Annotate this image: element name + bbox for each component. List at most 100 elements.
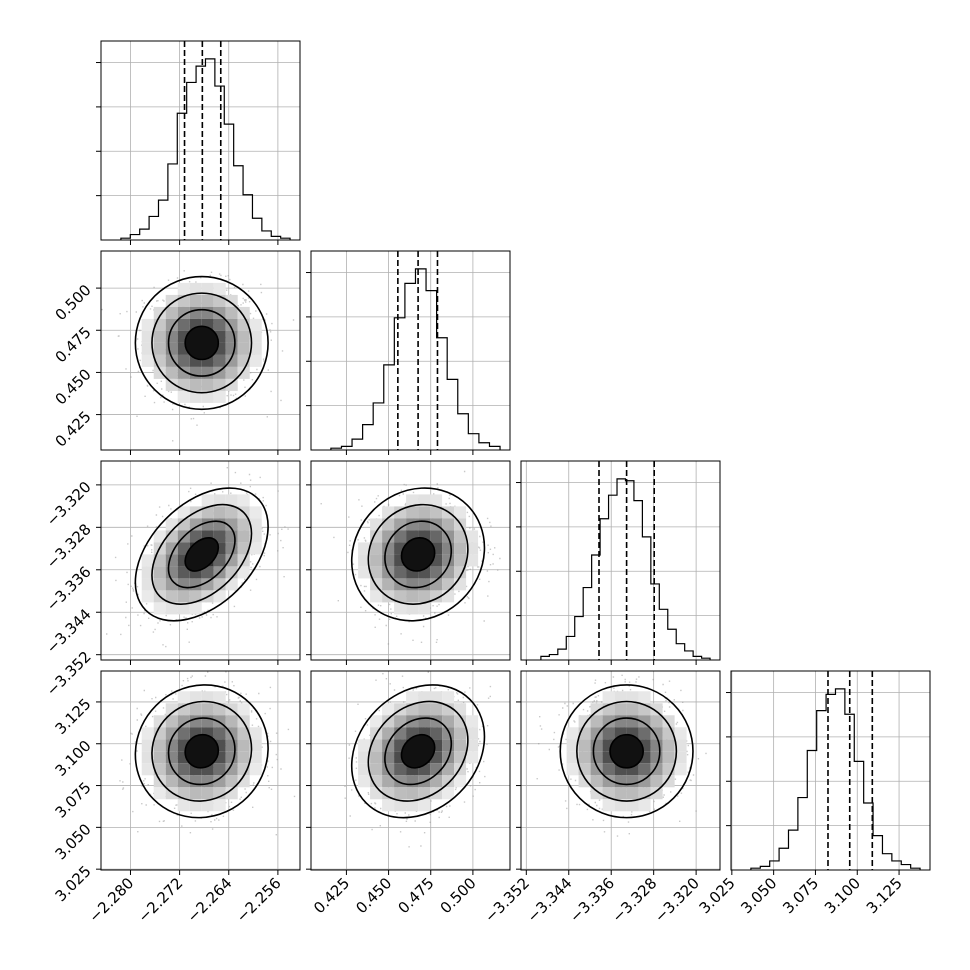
density-cell — [189, 530, 202, 543]
density-cell — [382, 763, 395, 776]
density-cell — [225, 294, 238, 307]
density-cell — [602, 691, 615, 704]
density-cell — [662, 739, 675, 752]
density-cell — [237, 739, 250, 752]
density-cell — [370, 554, 383, 567]
density-cell — [590, 727, 603, 740]
density-cell — [430, 715, 443, 728]
x-tick-label: 3.125 — [863, 874, 906, 917]
density-cell — [430, 566, 443, 579]
density-cell — [249, 342, 262, 355]
density-cell — [225, 542, 238, 555]
density-cell — [165, 590, 178, 603]
contour-level-0 — [400, 537, 436, 572]
density-cell — [454, 715, 467, 728]
density-cell — [213, 306, 226, 319]
contour-level-3 — [134, 487, 269, 622]
density-cell — [650, 763, 663, 776]
density-cell — [165, 542, 178, 555]
density-cell — [225, 787, 238, 800]
density-cell — [177, 578, 190, 591]
density-cell — [358, 775, 371, 788]
density-cell — [578, 751, 591, 764]
density-cell — [165, 739, 178, 752]
density-cell — [153, 306, 166, 319]
density-cell — [225, 306, 238, 319]
panel-3-1 — [306, 670, 511, 875]
density-cell — [382, 530, 395, 543]
density-cell — [177, 799, 190, 812]
panel-0-0 — [96, 40, 301, 245]
density-cell — [213, 318, 226, 331]
contour-level-3 — [559, 684, 694, 819]
panel-3-2 — [516, 670, 721, 875]
density-cell — [406, 703, 419, 716]
density-cell — [177, 366, 190, 379]
density-cell — [394, 602, 407, 615]
density-cell — [382, 787, 395, 800]
density-cell — [442, 703, 455, 716]
density-cell — [442, 715, 455, 728]
panel-2-1 — [306, 460, 511, 665]
density-cell — [141, 739, 154, 752]
density-cell — [674, 751, 687, 764]
x-tick-label: −3.328 — [609, 874, 661, 926]
density-cell — [213, 282, 226, 295]
density-cell — [177, 715, 190, 728]
x-tick-label: 0.500 — [437, 874, 480, 917]
density-cell — [406, 799, 419, 812]
density-cell — [249, 739, 262, 752]
panel-1-0 — [96, 250, 301, 455]
density-cell — [189, 518, 202, 531]
density-cell — [370, 518, 383, 531]
density-cell — [153, 751, 166, 764]
density-cell — [430, 494, 443, 507]
density-2-1 — [320, 470, 501, 645]
x-tick-label: 3.100 — [821, 874, 864, 917]
density-cell — [382, 775, 395, 788]
density-cell — [454, 566, 467, 579]
density-cell — [358, 739, 371, 752]
density-cell — [177, 282, 190, 295]
density-cell — [237, 366, 250, 379]
density-cell — [141, 330, 154, 343]
density-cell — [225, 715, 238, 728]
density-cell — [225, 378, 238, 391]
density-cell — [590, 787, 603, 800]
density-cell — [590, 775, 603, 788]
density-cell — [213, 354, 226, 367]
density-cell — [249, 751, 262, 764]
density-cell — [638, 799, 651, 812]
density-cell — [650, 727, 663, 740]
histogram-3 — [750, 688, 921, 870]
density-cell — [237, 306, 250, 319]
panel-frame — [310, 250, 511, 451]
density-cell — [177, 590, 190, 603]
density-cell — [177, 542, 190, 555]
density-cell — [578, 775, 591, 788]
density-cell — [578, 715, 591, 728]
panel-2-0 — [96, 460, 301, 665]
histogram-0 — [120, 58, 291, 240]
density-cell — [141, 566, 154, 579]
density-cell — [406, 787, 419, 800]
density-1-0 — [101, 270, 295, 442]
density-cell — [213, 494, 226, 507]
panel-frame — [520, 670, 721, 871]
density-cell — [382, 578, 395, 591]
density-cell — [201, 494, 214, 507]
y-tick-label: −3.344 — [43, 605, 95, 657]
density-cell — [394, 590, 407, 603]
density-cell — [650, 751, 663, 764]
x-tick-label: 3.075 — [779, 874, 822, 917]
density-cell — [466, 530, 479, 543]
density-cell — [225, 366, 238, 379]
density-cell — [394, 799, 407, 812]
density-cell — [201, 366, 214, 379]
density-cell — [370, 530, 383, 543]
density-cell — [189, 282, 202, 295]
density-cell — [141, 751, 154, 764]
density-cell — [189, 691, 202, 704]
density-cell — [225, 530, 238, 543]
density-cell — [153, 366, 166, 379]
